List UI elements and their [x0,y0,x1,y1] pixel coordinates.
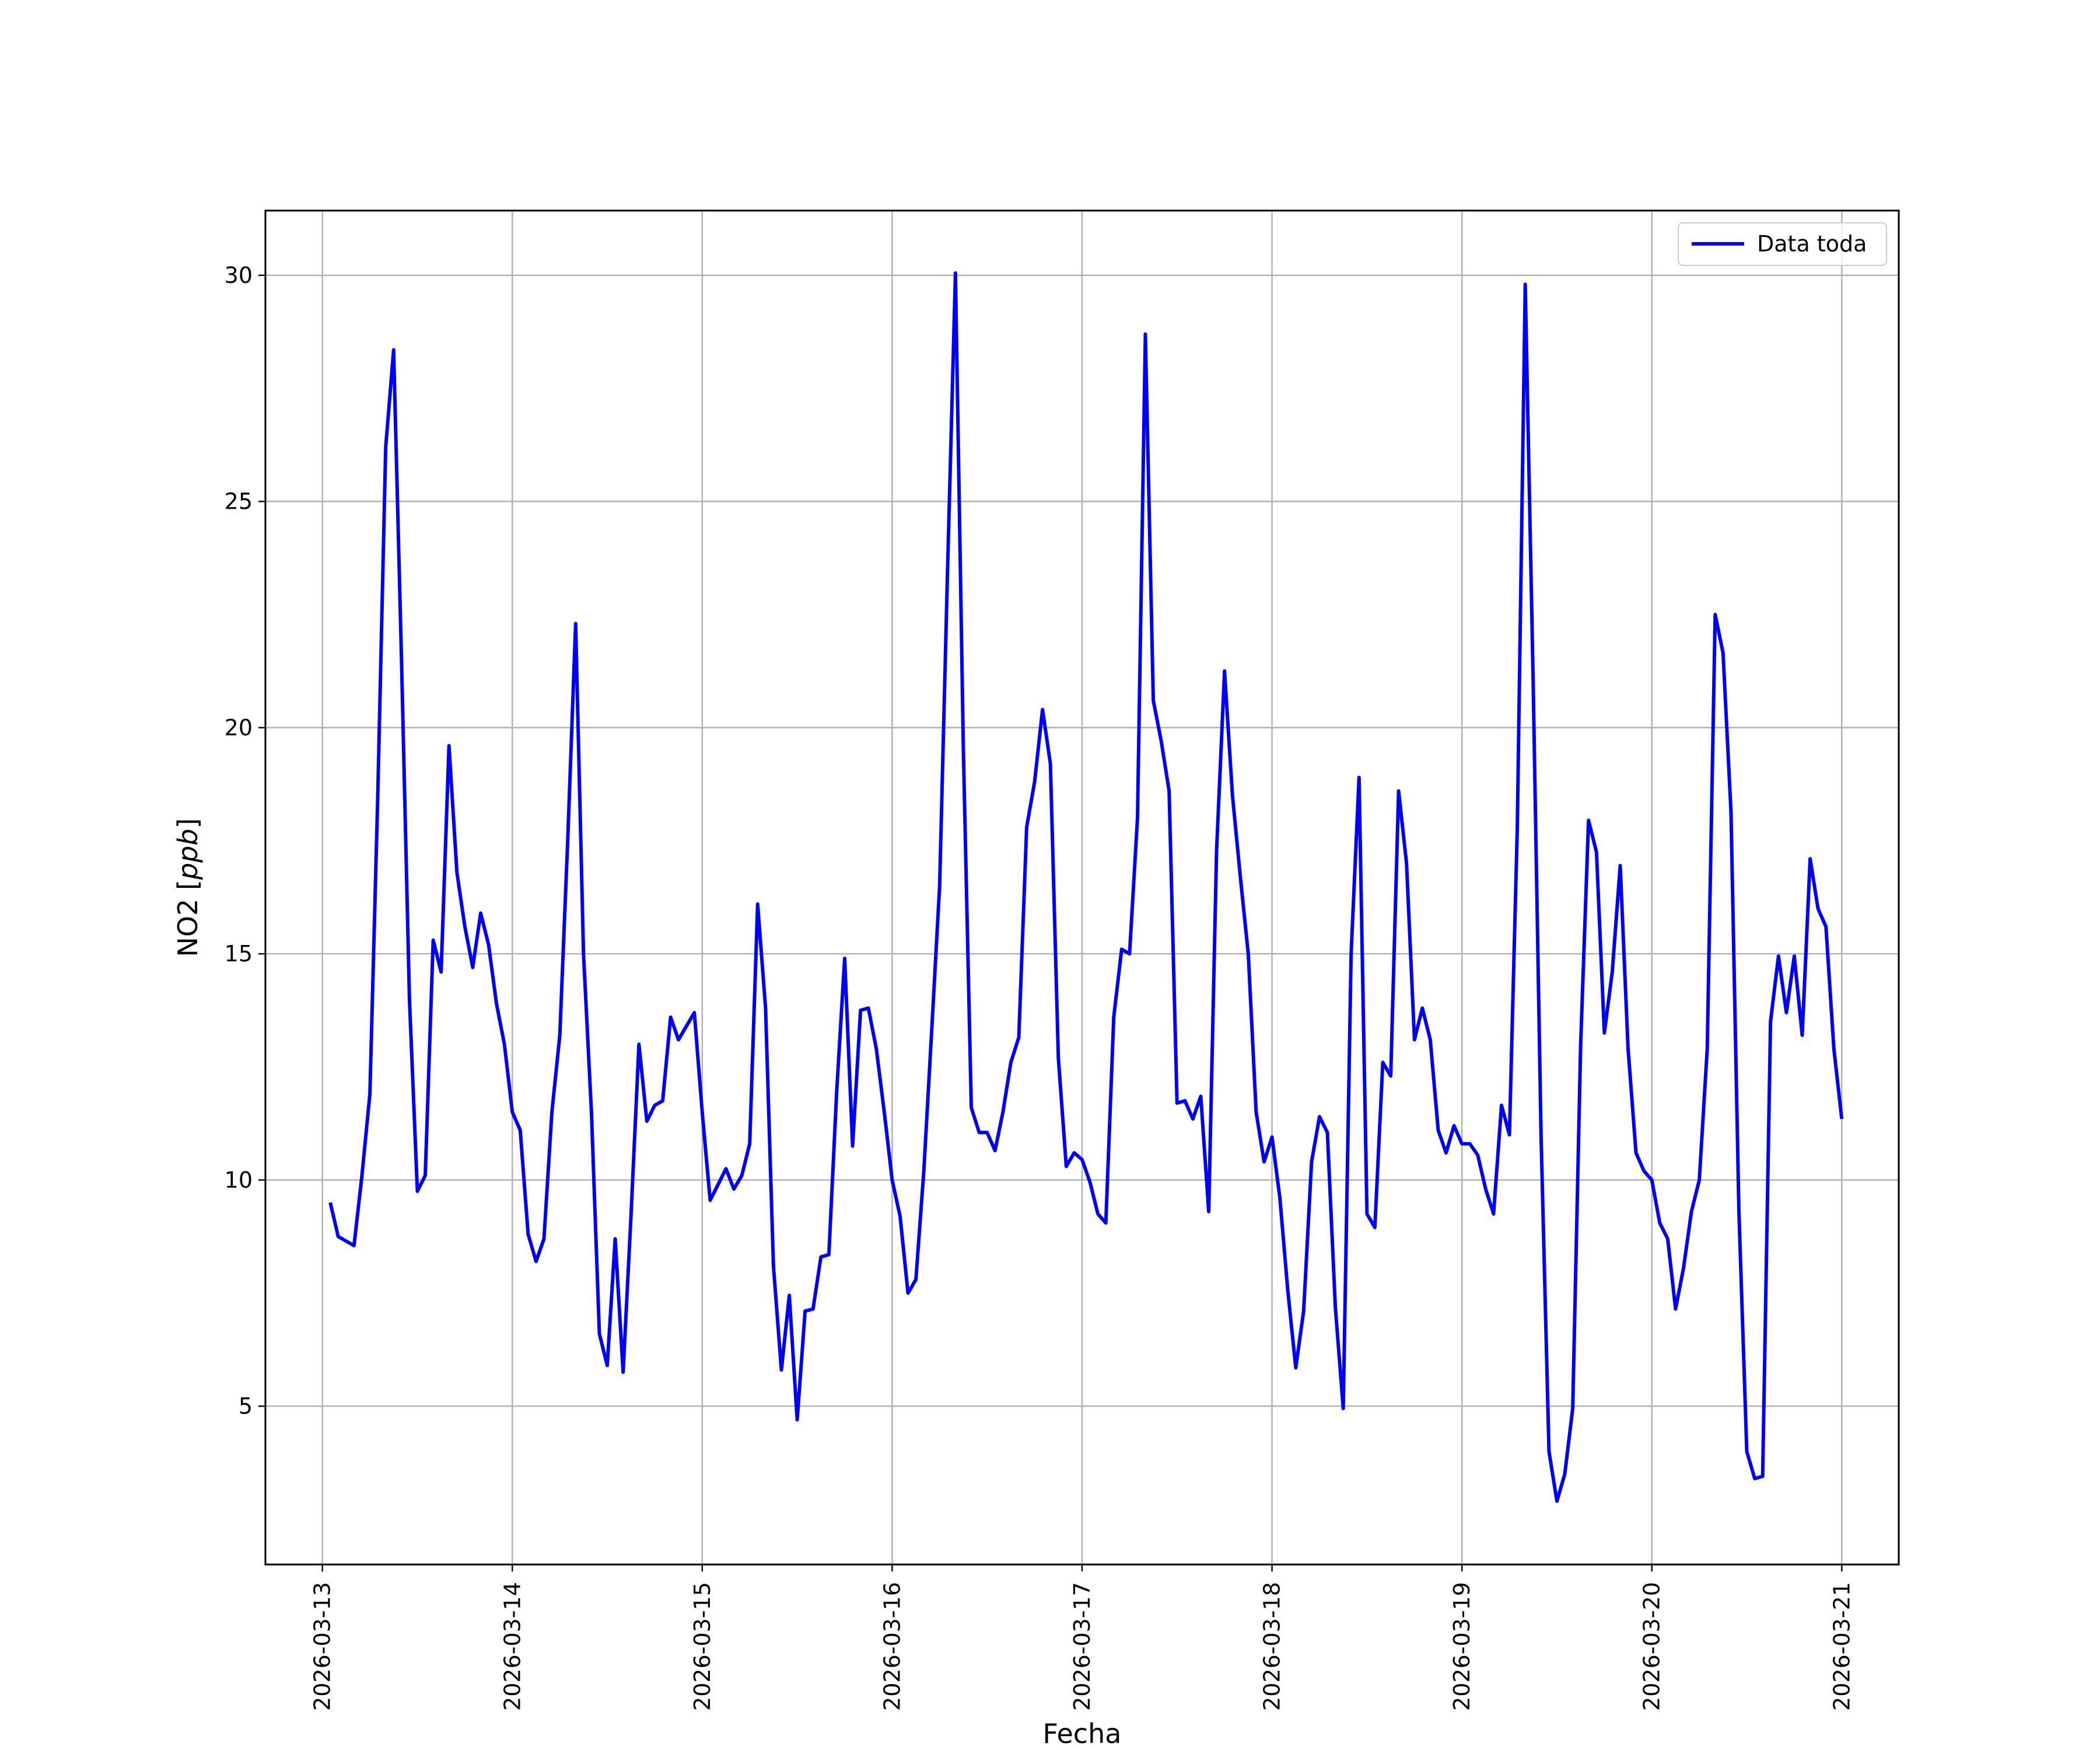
legend-entry-label: Data toda [1757,231,1867,257]
legend: Data toda [1678,222,1887,266]
x-tick-label: 2026-03-18 [1259,1582,1285,1711]
y-axis-label-close: ] [172,818,204,828]
y-tick-label: 20 [225,715,253,740]
y-tick-label: 25 [225,489,253,514]
y-tick-label: 10 [225,1167,253,1193]
y-tick-label: 30 [225,262,253,288]
x-axis: 2026-03-13 2026-03-14 2026-03-15 2026-03-16… [310,1564,1854,1711]
y-axis: 5 10 15 20 25 30 [225,262,265,1419]
y-axis-label-main: NO2 [ [172,880,204,957]
x-tick-label: 2026-03-16 [879,1582,905,1711]
legend-box [1678,222,1887,266]
x-tick-label: 2026-03-14 [499,1582,525,1711]
x-tick-label: 2026-03-13 [310,1582,335,1711]
y-tick-label: 5 [239,1394,253,1419]
x-tick-label: 2026-03-17 [1069,1582,1095,1711]
y-axis-label: NO2 [ppb] [172,818,204,957]
y-tick-label: 15 [225,941,253,967]
plot-area [328,271,1844,1503]
x-tick-label: 2026-03-15 [690,1582,715,1711]
x-axis-label: Fecha [1043,1718,1122,1749]
x-tick-label: 2026-03-20 [1639,1582,1665,1711]
x-tick-label: 2026-03-21 [1829,1582,1854,1711]
series-line-0 [328,271,1844,1503]
grid [265,211,1899,1564]
x-tick-label: 2026-03-19 [1449,1582,1475,1711]
y-axis-label-unit: ppb [172,828,204,880]
